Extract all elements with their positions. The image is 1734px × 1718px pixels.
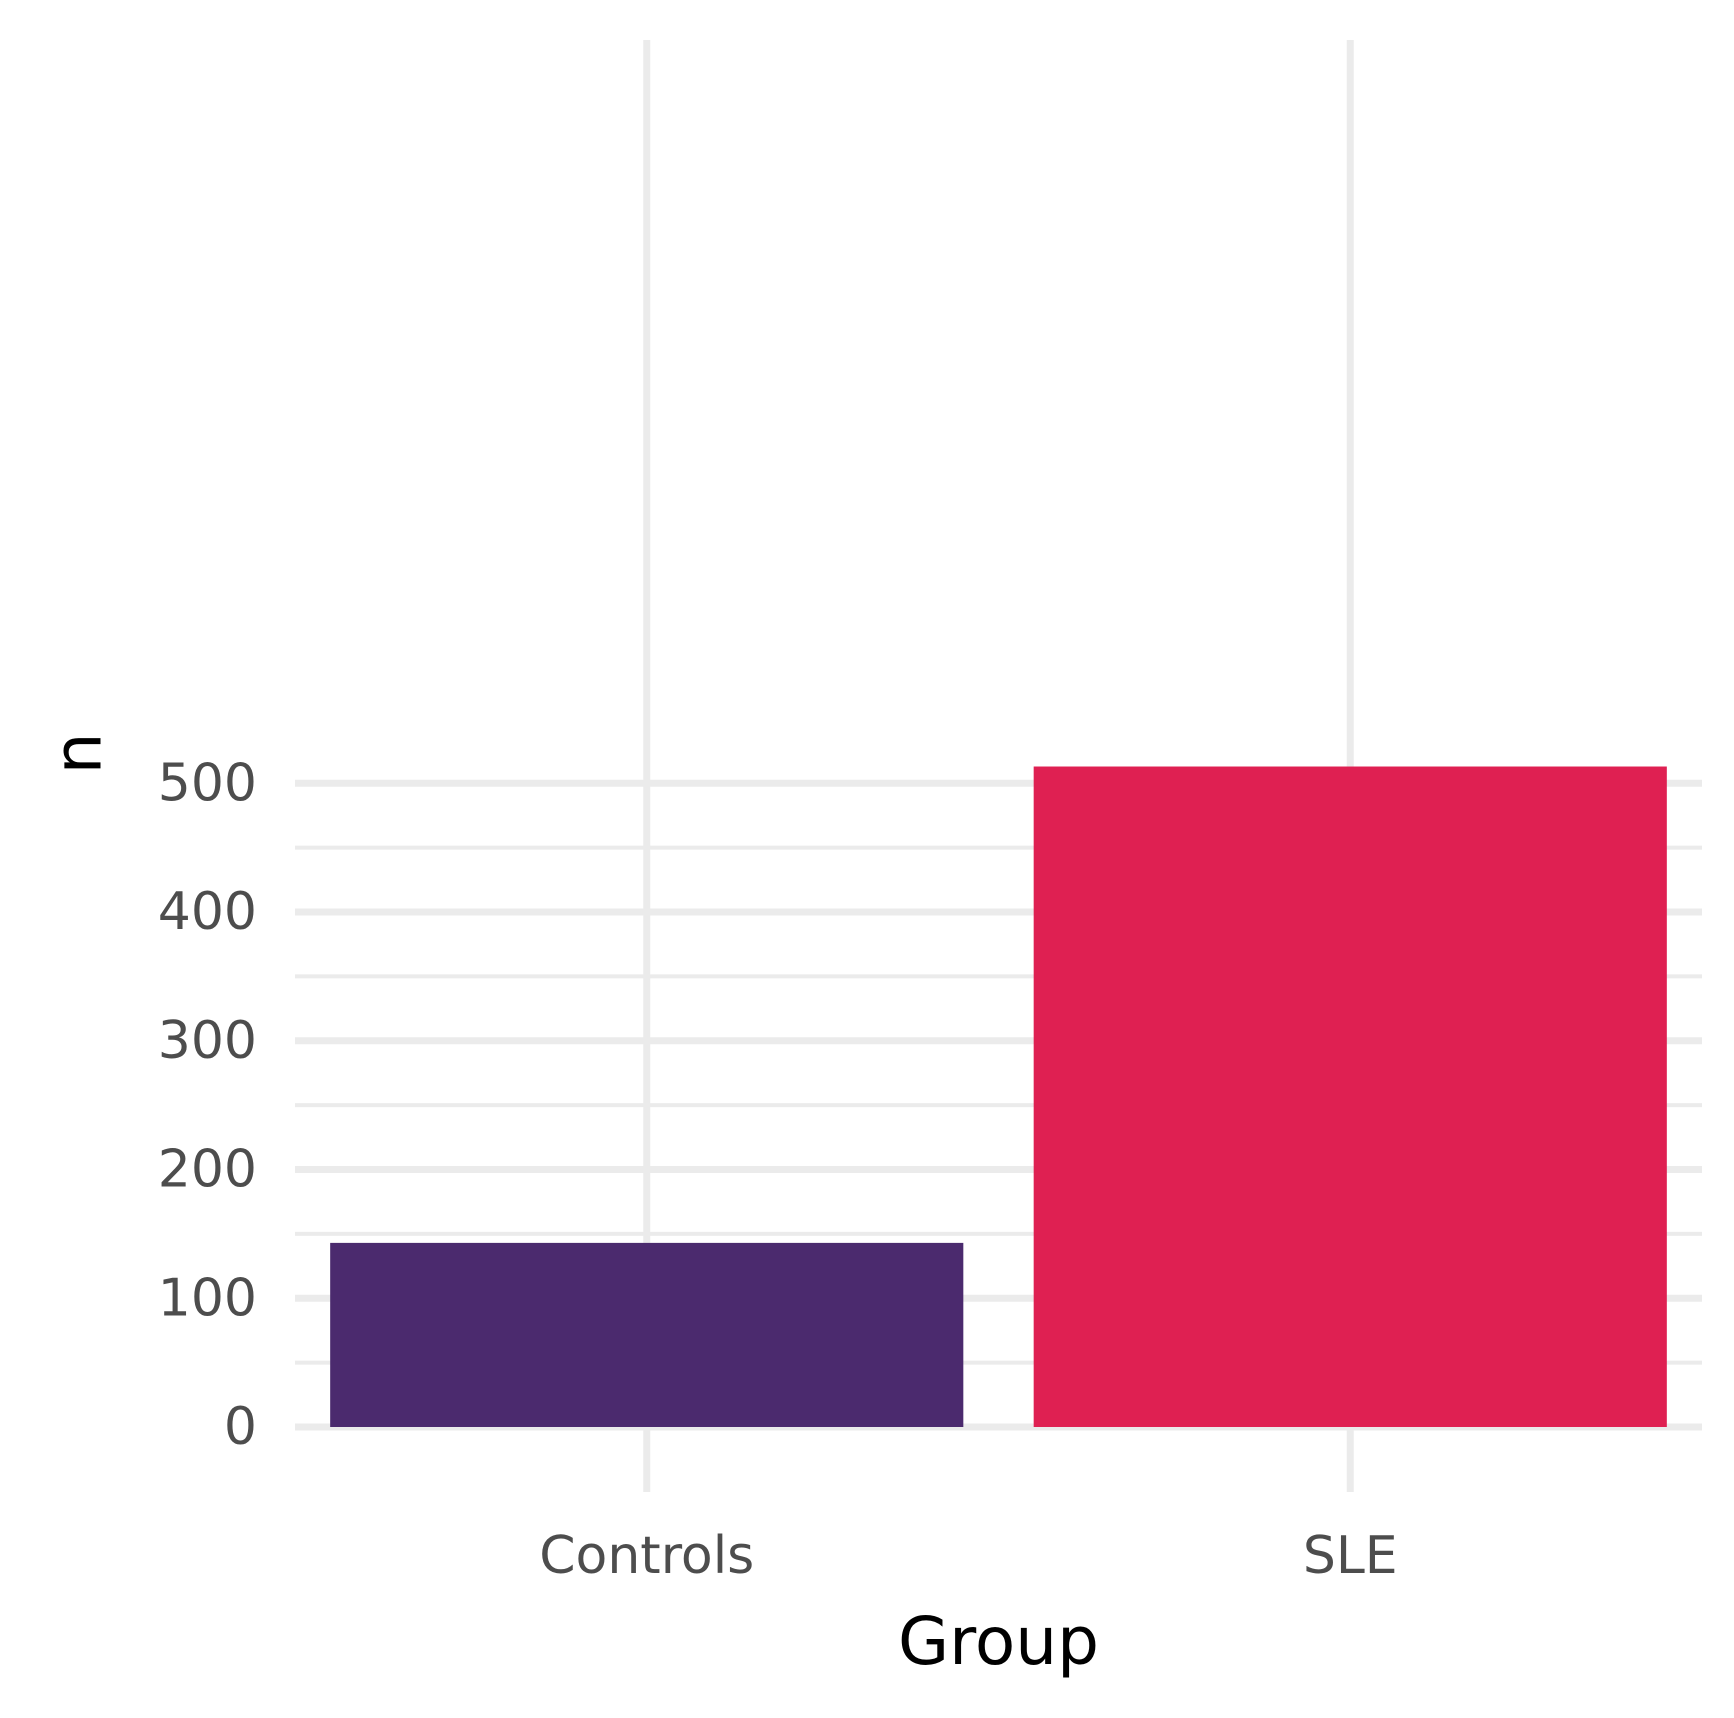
- y-tick-label: 100: [158, 1268, 257, 1328]
- y-tick-label: 300: [158, 1011, 257, 1071]
- bar-controls: [330, 1242, 964, 1427]
- bars: [330, 766, 1667, 1427]
- y-axis-title: n: [40, 733, 117, 775]
- x-tick-label: Controls: [539, 1526, 754, 1586]
- y-tick-label: 400: [158, 882, 257, 942]
- y-tick-label: 200: [158, 1140, 257, 1200]
- y-axis-tick-labels: 0 100 200 300 400 500: [158, 753, 257, 1457]
- y-tick-label: 500: [158, 753, 257, 813]
- y-tick-label: 0: [224, 1397, 257, 1457]
- x-axis-title: Group: [898, 1603, 1099, 1680]
- x-tick-label: SLE: [1303, 1526, 1398, 1586]
- x-axis-tick-labels: Controls SLE: [539, 1526, 1397, 1586]
- bar-sle: [1033, 766, 1667, 1427]
